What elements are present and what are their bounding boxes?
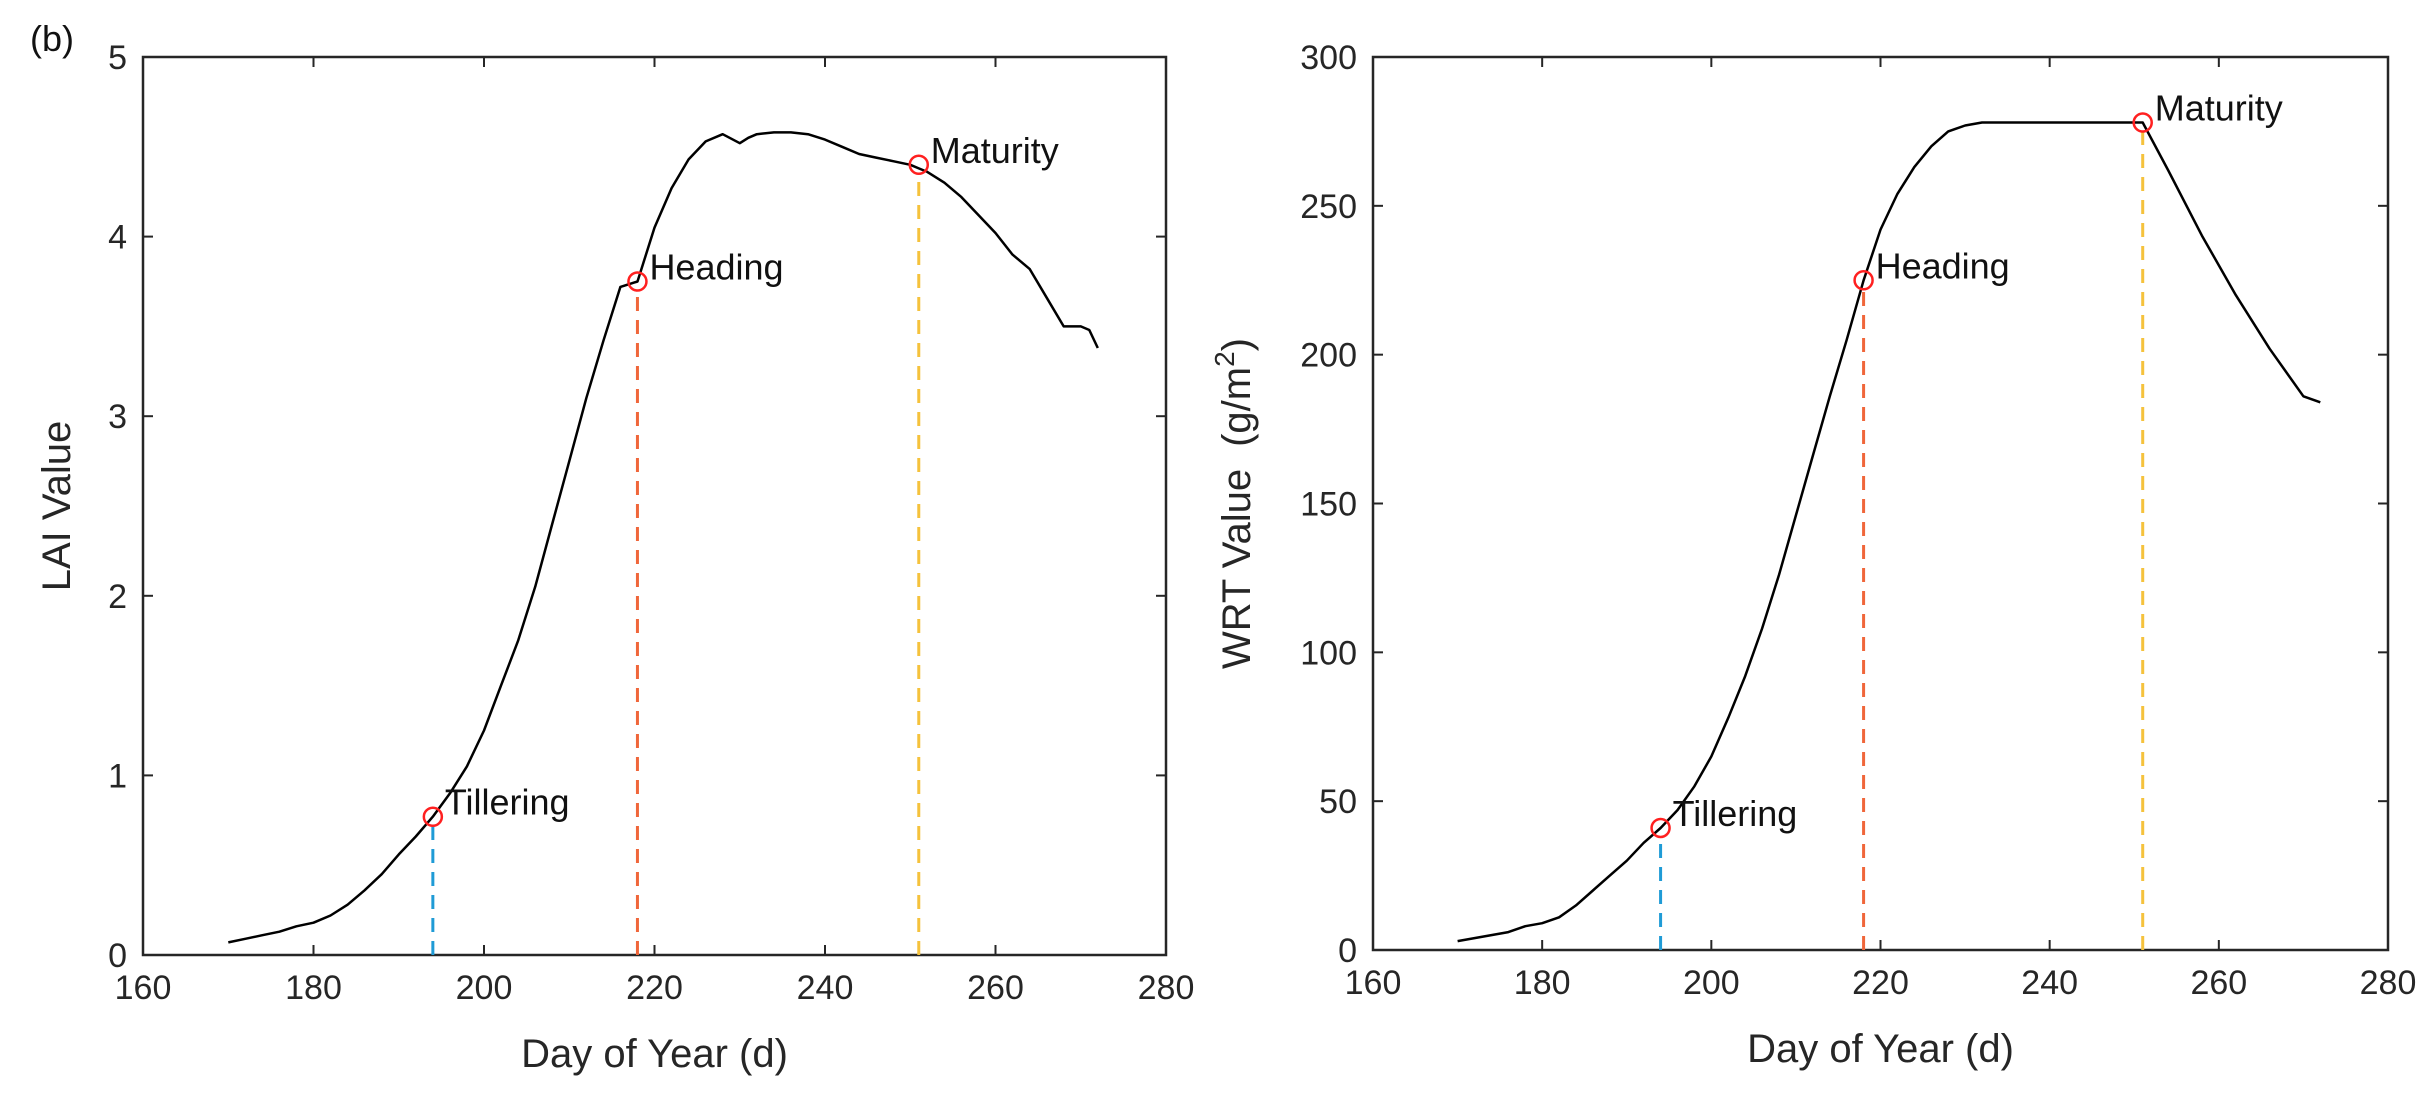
stage-label-heading: Heading — [1876, 245, 2010, 286]
stage-marker-maturity — [2132, 112, 2153, 133]
x-axis-title: Day of Year (d) — [521, 1032, 788, 1076]
stage-marker-maturity — [908, 154, 930, 176]
x-tick-label: 200 — [1683, 964, 1740, 1002]
stage-marker-tillering — [422, 806, 444, 827]
y-tick-label: 150 — [1300, 486, 1357, 524]
plot-frame — [141, 55, 1168, 957]
x-tick-label: 280 — [2360, 964, 2417, 1002]
stage-marker-heading — [1853, 270, 1874, 291]
y-axis-title-text: WRT Value — [1215, 469, 1259, 669]
y-tick-label: 50 — [1319, 783, 1357, 821]
y-tick-label: 1 — [108, 757, 127, 795]
x-tick-label: 260 — [967, 969, 1024, 1007]
y-tick-label: 0 — [108, 937, 127, 975]
stage-marker-heading — [627, 271, 648, 292]
x-tick-label: 160 — [115, 969, 172, 1007]
y-axis-title: WRT Value (g/m2) — [1209, 338, 1259, 669]
y-tick-label: 3 — [108, 398, 127, 436]
y-tick-label: 300 — [1300, 39, 1357, 77]
x-axis-title: Day of Year (d) — [1747, 1027, 2014, 1071]
y-tick-label: 200 — [1300, 337, 1357, 375]
stage-label-maturity: Maturity — [931, 130, 1059, 171]
x-tick-label: 200 — [456, 969, 513, 1007]
y-tick-label: 250 — [1300, 188, 1357, 226]
y-axis-unit-superscript: 2 — [1209, 351, 1240, 367]
series-line-wrt — [1457, 121, 2321, 943]
y-axis-unit: (g/m — [1215, 367, 1259, 447]
x-tick-label: 180 — [285, 969, 342, 1007]
y-axis-title-text: LAI Value — [35, 421, 79, 592]
x-tick-label: 240 — [797, 969, 854, 1007]
stage-label-tillering: Tillering — [445, 782, 570, 823]
x-tick-label: 280 — [1138, 969, 1195, 1007]
y-tick-label: 2 — [108, 578, 127, 616]
y-tick-label: 0 — [1338, 932, 1357, 970]
y-tick-label: 100 — [1300, 634, 1357, 672]
x-tick-label: 240 — [2021, 964, 2078, 1002]
y-axis-unit-close: ) — [1215, 338, 1259, 351]
x-tick-label: 220 — [626, 969, 683, 1007]
x-tick-label: 160 — [1345, 964, 1402, 1002]
x-tick-label: 220 — [1852, 964, 1909, 1002]
y-tick-label: 5 — [108, 39, 127, 77]
plot-frame — [1371, 55, 2390, 952]
chart-panel-2: 160 180 200 220 240 260 280 0 50 100 150 200 250 300 D… — [1209, 39, 2416, 1071]
stage-label-maturity: Maturity — [2155, 87, 2283, 128]
series-line-lai — [228, 131, 1099, 944]
stage-label-tillering: Tillering — [1673, 793, 1798, 834]
x-tick-label: 180 — [1514, 964, 1571, 1002]
y-tick-label: 4 — [108, 219, 127, 257]
stage-marker-tillering — [1650, 817, 1671, 839]
stage-label-heading: Heading — [649, 247, 783, 288]
chart-panel-1: 160 180 200 220 240 260 280 0 1 2 3 4 5 Day of Year (… — [35, 39, 1194, 1076]
y-axis-title: LAI Value — [35, 421, 79, 592]
x-tick-label: 260 — [2190, 964, 2247, 1002]
panel-label: (b) — [30, 18, 74, 59]
